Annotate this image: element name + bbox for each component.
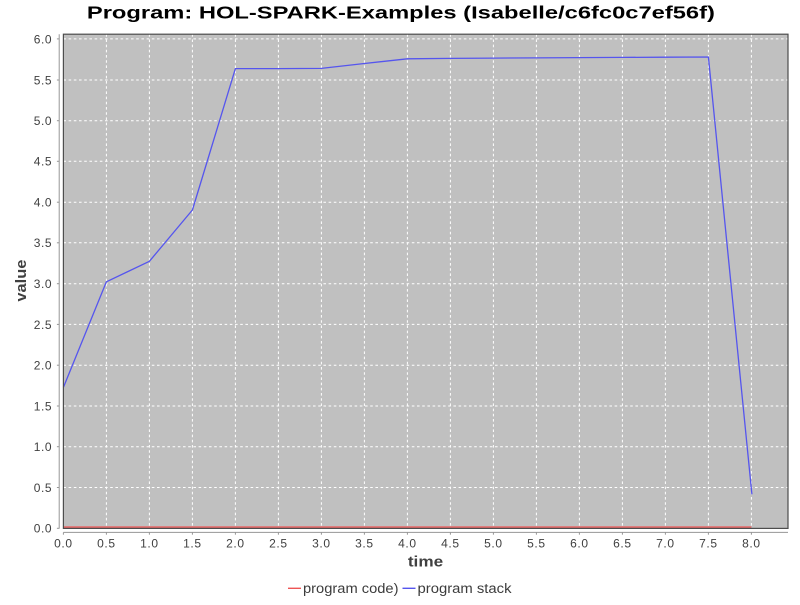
svg-text:0.5: 0.5	[97, 537, 115, 551]
svg-text:0.0: 0.0	[54, 537, 72, 551]
svg-text:3.0: 3.0	[312, 537, 330, 551]
svg-text:1.0: 1.0	[34, 440, 52, 454]
svg-text:program code): program code)	[303, 581, 399, 596]
svg-text:program stack: program stack	[418, 581, 512, 596]
svg-text:7.5: 7.5	[699, 537, 717, 551]
svg-text:2.0: 2.0	[226, 537, 244, 551]
svg-text:4.5: 4.5	[441, 537, 459, 551]
svg-text:6.0: 6.0	[34, 32, 52, 46]
svg-text:1.5: 1.5	[183, 537, 201, 551]
svg-text:2.0: 2.0	[34, 359, 52, 373]
svg-text:8.0: 8.0	[742, 537, 760, 551]
svg-text:Program: HOL-SPARK-Examples (I: Program: HOL-SPARK-Examples (Isabelle/c6…	[87, 3, 715, 23]
svg-text:time: time	[408, 554, 443, 571]
svg-text:1.5: 1.5	[34, 399, 52, 413]
svg-text:2.5: 2.5	[269, 537, 287, 551]
svg-text:0.0: 0.0	[34, 522, 52, 536]
svg-text:5.0: 5.0	[34, 114, 52, 128]
svg-text:2.5: 2.5	[34, 318, 52, 332]
svg-text:3.0: 3.0	[34, 277, 52, 291]
svg-text:0.5: 0.5	[34, 481, 52, 495]
svg-text:5.5: 5.5	[34, 73, 52, 87]
svg-text:7.0: 7.0	[656, 537, 674, 551]
svg-text:4.5: 4.5	[34, 155, 52, 169]
svg-text:5.5: 5.5	[527, 537, 545, 551]
svg-text:4.0: 4.0	[398, 537, 416, 551]
svg-text:3.5: 3.5	[34, 236, 52, 250]
svg-text:3.5: 3.5	[355, 537, 373, 551]
svg-text:6.0: 6.0	[570, 537, 588, 551]
svg-text:5.0: 5.0	[484, 537, 502, 551]
svg-text:4.0: 4.0	[34, 196, 52, 210]
svg-text:1.0: 1.0	[140, 537, 158, 551]
svg-text:value: value	[13, 260, 30, 302]
svg-text:6.5: 6.5	[613, 537, 631, 551]
